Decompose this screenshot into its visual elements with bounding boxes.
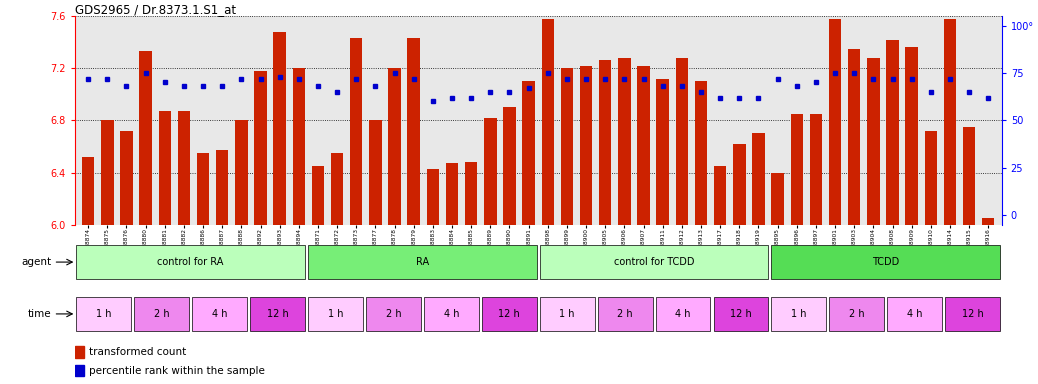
- Bar: [465, 162, 477, 225]
- Text: control for RA: control for RA: [158, 257, 224, 267]
- Text: 1 h: 1 h: [791, 309, 807, 319]
- Bar: [694, 81, 707, 225]
- Bar: [542, 19, 554, 225]
- Text: 1 h: 1 h: [95, 309, 111, 319]
- Bar: [925, 131, 937, 225]
- Bar: [427, 169, 439, 225]
- Bar: [350, 38, 362, 225]
- Text: GDS2965 / Dr.8373.1.S1_at: GDS2965 / Dr.8373.1.S1_at: [75, 3, 236, 16]
- Bar: [424, 296, 479, 331]
- Bar: [76, 296, 131, 331]
- Text: 2 h: 2 h: [154, 309, 169, 319]
- Bar: [771, 245, 1001, 280]
- Bar: [331, 153, 344, 225]
- Bar: [177, 111, 190, 225]
- Text: transformed count: transformed count: [88, 347, 186, 357]
- Bar: [101, 121, 113, 225]
- Bar: [791, 114, 803, 225]
- Bar: [540, 296, 595, 331]
- Bar: [867, 58, 879, 225]
- Text: time: time: [28, 309, 52, 319]
- Bar: [197, 153, 210, 225]
- Bar: [370, 121, 382, 225]
- Text: 12 h: 12 h: [267, 309, 289, 319]
- Bar: [733, 144, 745, 225]
- Text: 2 h: 2 h: [618, 309, 633, 319]
- Bar: [561, 68, 573, 225]
- Bar: [713, 296, 768, 331]
- Bar: [366, 296, 420, 331]
- Bar: [944, 19, 956, 225]
- Bar: [75, 365, 84, 376]
- Text: 12 h: 12 h: [962, 309, 984, 319]
- Text: 2 h: 2 h: [849, 309, 865, 319]
- Bar: [540, 245, 768, 280]
- Bar: [598, 296, 653, 331]
- Bar: [293, 68, 305, 225]
- Bar: [192, 296, 247, 331]
- Text: 12 h: 12 h: [730, 309, 752, 319]
- Bar: [139, 51, 152, 225]
- Text: 1 h: 1 h: [328, 309, 344, 319]
- Bar: [75, 346, 84, 358]
- Bar: [637, 66, 650, 225]
- Bar: [308, 296, 363, 331]
- Bar: [216, 151, 228, 225]
- Bar: [619, 58, 631, 225]
- Bar: [753, 133, 765, 225]
- Bar: [829, 296, 884, 331]
- Bar: [580, 66, 593, 225]
- Bar: [408, 38, 420, 225]
- Bar: [134, 296, 189, 331]
- Bar: [982, 218, 994, 225]
- Text: agent: agent: [22, 257, 52, 267]
- Bar: [254, 71, 267, 225]
- Bar: [676, 58, 688, 225]
- Bar: [236, 121, 248, 225]
- Bar: [887, 296, 943, 331]
- Text: 4 h: 4 h: [676, 309, 690, 319]
- Bar: [484, 118, 496, 225]
- Bar: [905, 47, 918, 225]
- Text: 4 h: 4 h: [212, 309, 227, 319]
- Text: RA: RA: [416, 257, 429, 267]
- Bar: [308, 245, 537, 280]
- Text: percentile rank within the sample: percentile rank within the sample: [88, 366, 265, 376]
- Text: 2 h: 2 h: [385, 309, 401, 319]
- Bar: [482, 296, 537, 331]
- Bar: [120, 131, 133, 225]
- Bar: [656, 79, 668, 225]
- Text: 4 h: 4 h: [907, 309, 923, 319]
- Bar: [656, 296, 710, 331]
- Bar: [250, 296, 305, 331]
- Text: control for TCDD: control for TCDD: [613, 257, 694, 267]
- Bar: [273, 32, 285, 225]
- Bar: [810, 114, 822, 225]
- Bar: [886, 40, 899, 225]
- Bar: [159, 111, 171, 225]
- Text: 12 h: 12 h: [498, 309, 520, 319]
- Bar: [963, 127, 976, 225]
- Bar: [714, 166, 727, 225]
- Bar: [848, 49, 861, 225]
- Bar: [771, 172, 784, 225]
- Bar: [82, 157, 94, 225]
- Text: TCDD: TCDD: [872, 257, 900, 267]
- Bar: [311, 166, 324, 225]
- Bar: [503, 108, 516, 225]
- Bar: [522, 81, 535, 225]
- Bar: [828, 19, 841, 225]
- Text: 4 h: 4 h: [443, 309, 459, 319]
- Bar: [599, 60, 611, 225]
- Text: 1 h: 1 h: [559, 309, 575, 319]
- Bar: [445, 163, 458, 225]
- Bar: [388, 68, 401, 225]
- Bar: [76, 245, 305, 280]
- Bar: [771, 296, 826, 331]
- Bar: [946, 296, 1001, 331]
